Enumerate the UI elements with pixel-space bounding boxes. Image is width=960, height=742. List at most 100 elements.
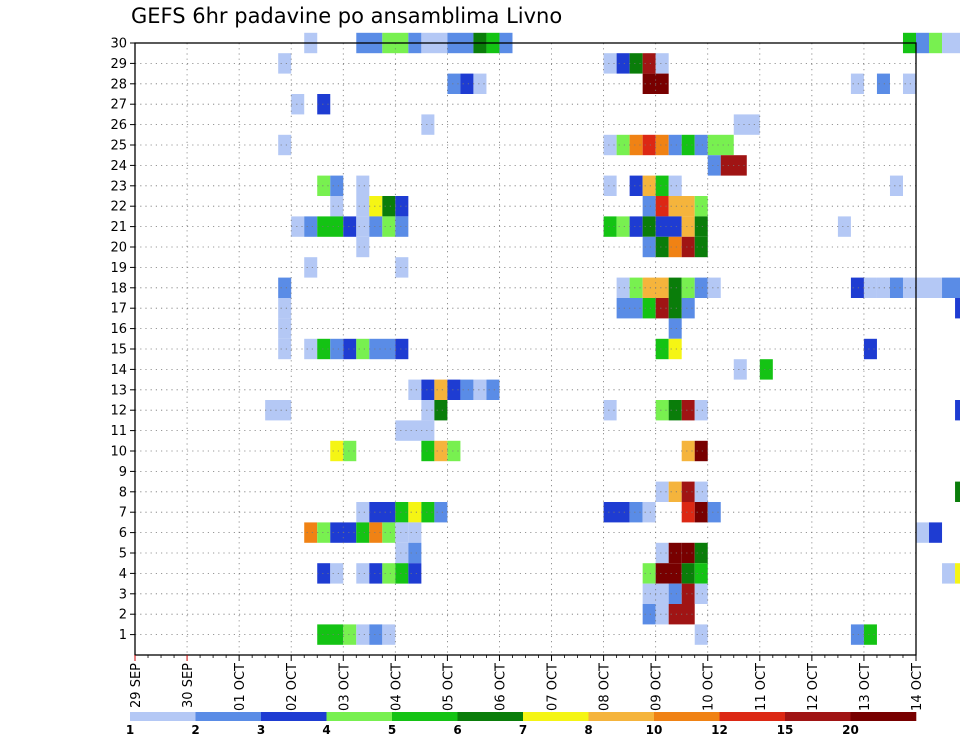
cell-mark [642,502,656,523]
y-ticks: 1234567891011121314151617181920212223242… [110,37,135,643]
legend-label: 8 [584,723,592,737]
cell-mark [916,522,930,543]
cell-mark [681,277,695,298]
cell-mark [655,400,669,421]
cell-mark [369,502,396,523]
x-tick-label: 13 OCT [858,663,873,711]
cell-mark [850,73,864,94]
cell-mark [694,542,708,564]
cell-mark [304,216,318,237]
cell-mark [655,604,669,625]
cell-mark [395,420,435,441]
cell-mark [681,134,695,156]
cell-mark [317,175,331,196]
y-tick-label: 23 [110,179,127,194]
cell-mark [929,522,943,543]
cell-mark [447,379,461,400]
cell-mark [707,502,721,523]
y-tick-label: 10 [110,445,127,460]
cell-mark [382,522,396,543]
cell-mark [278,277,292,298]
cell-mark [616,53,630,74]
cell-mark [694,400,708,421]
cell-mark [369,563,383,584]
legend-label: 4 [322,723,330,737]
y-tick-label: 6 [119,526,127,541]
cell-mark [317,94,331,115]
y-tick-label: 8 [119,485,127,500]
cell-mark [369,522,383,543]
cell-mark [694,236,708,258]
cell-mark [317,522,331,543]
cell-mark [668,542,682,564]
cell-mark [486,379,500,400]
cell-mark [369,624,383,645]
cell-mark [916,32,930,54]
cell-mark [603,216,617,237]
x-tick-label: 14 OCT [910,663,925,711]
y-tick-label: 17 [110,302,127,317]
cell-mark [681,236,695,258]
cell-mark [668,298,682,319]
cell-mark [317,563,331,584]
cell-mark [863,277,877,298]
cell-mark [681,583,695,604]
cell-mark [681,481,695,502]
cell-mark [603,134,617,156]
cell-mark [603,175,617,196]
cell-mark [955,298,960,319]
cell-mark [356,236,370,258]
cell-mark [655,53,669,74]
cell-mark [694,563,708,584]
cell-mark [616,134,630,156]
cell-mark [668,236,682,258]
cell-mark [655,542,669,564]
cell-mark [694,624,708,645]
legend-label: 20 [842,723,859,737]
x-tick-label: 02 OCT [285,663,300,711]
cell-mark [421,400,435,421]
cell-mark [330,440,344,462]
y-tick-label: 30 [110,37,127,52]
cell-mark [733,359,747,380]
cell-mark [655,338,669,360]
cell-mark [278,134,292,156]
x-tick-label: 06 OCT [493,663,508,711]
cell-mark [408,563,422,584]
y-tick-label: 9 [119,465,127,480]
cell-mark [629,216,643,237]
cell-mark [889,175,903,196]
cell-mark [694,583,708,604]
cell-mark [408,379,422,400]
cell-mark [395,338,409,360]
cell-mark [942,563,956,584]
cell-mark [369,196,383,217]
cell-mark [421,502,435,523]
legend-label: 3 [257,723,265,737]
cell-mark [681,440,695,462]
cell-mark [395,196,409,217]
cell-mark [408,522,422,543]
chart-title: GEFS 6hr padavine po ansamblima Livno [131,4,563,28]
cell-mark [681,502,695,523]
x-tick-label: 09 OCT [650,663,665,711]
legend-swatch [326,712,393,721]
cell-mark [356,216,370,237]
cell-mark [473,73,487,94]
cell-mark [343,216,357,237]
cell-mark [655,236,669,258]
legend-swatch [654,712,720,721]
cell-mark [343,624,357,645]
y-tick-label: 5 [119,547,127,562]
cell-mark [707,155,721,176]
cell-mark [356,502,370,523]
cell-mark [278,53,292,74]
cell-mark [317,338,331,360]
cell-mark [330,196,344,217]
cell-mark [668,277,682,298]
cell-mark [863,338,877,360]
cell-mark [694,216,708,237]
x-tick-label: 12 OCT [806,663,821,711]
cell-mark [434,379,448,400]
